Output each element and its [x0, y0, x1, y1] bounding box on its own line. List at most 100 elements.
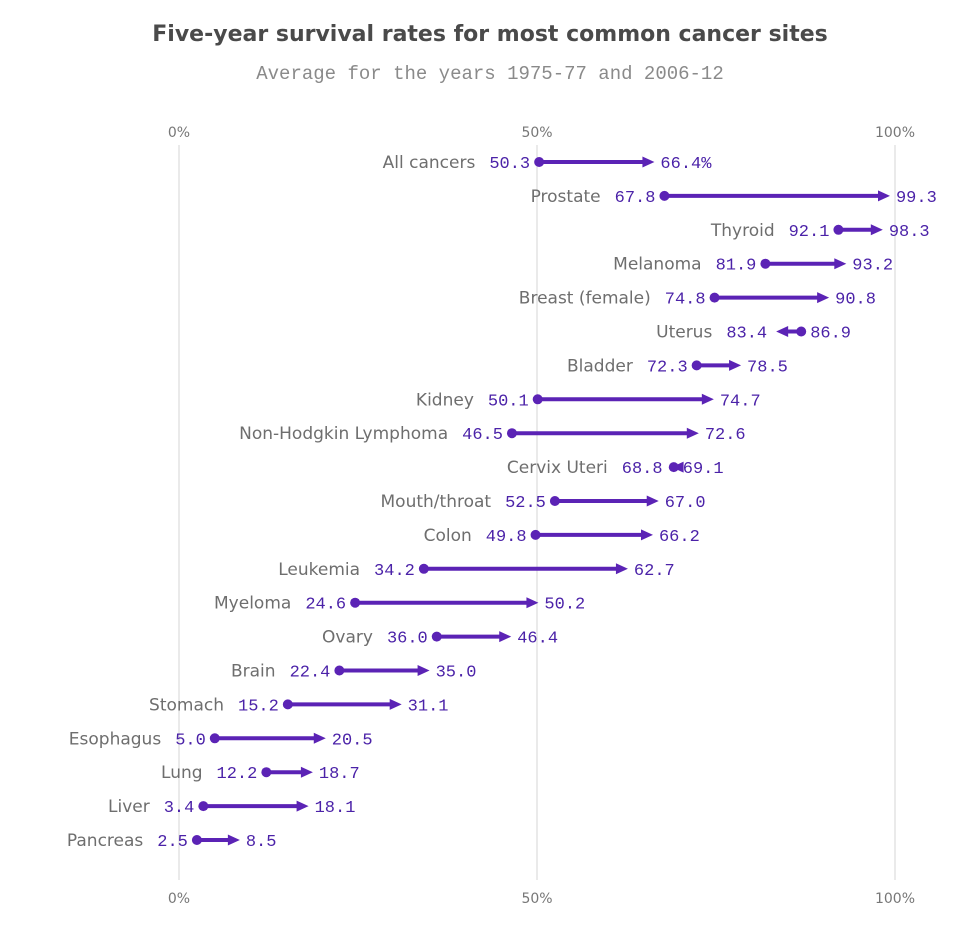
category-label: Leukemia — [278, 560, 360, 580]
arrow-head — [227, 834, 240, 846]
category-label: Uterus — [656, 323, 712, 343]
arrow-head — [499, 631, 512, 643]
start-dot — [350, 597, 361, 608]
value-label-right: 35.0 — [436, 664, 477, 683]
arrow-head — [640, 529, 653, 541]
category-label: Myeloma — [214, 594, 291, 614]
value-label-right: 18.1 — [315, 799, 356, 818]
category-label: Stomach — [149, 695, 224, 715]
value-label-left: 12.2 — [217, 765, 258, 784]
category-label: Colon — [424, 526, 472, 546]
value-label-right: 67.0 — [665, 494, 706, 513]
start-dot — [209, 733, 220, 744]
value-label-right: 86.9 — [810, 325, 851, 344]
value-label-left: 22.4 — [290, 664, 331, 683]
start-dot — [418, 563, 429, 574]
tick-label-top: 50% — [521, 125, 552, 141]
arrow-head — [776, 326, 789, 337]
arrow-head — [877, 190, 890, 202]
value-label-right: 72.6 — [705, 426, 746, 445]
value-label-left: 83.4 — [726, 325, 767, 344]
tick-label-top: 0% — [168, 125, 190, 141]
arrow-head — [389, 698, 402, 710]
value-label-left: 46.5 — [462, 426, 503, 445]
value-label-right: 18.7 — [319, 765, 360, 784]
value-label-left: 24.6 — [305, 596, 346, 615]
value-label-left: 68.8 — [622, 460, 663, 479]
value-label-right: 62.7 — [634, 562, 675, 581]
arrow-head — [642, 156, 655, 168]
arrow-head — [686, 427, 699, 439]
value-label-right: 66.2 — [659, 528, 700, 547]
start-dot — [506, 428, 517, 439]
start-dot — [198, 801, 209, 812]
start-dot — [659, 190, 670, 201]
category-label: Prostate — [531, 187, 601, 207]
value-label-left: 34.2 — [374, 562, 415, 581]
arrow-head — [701, 393, 714, 405]
category-label: Non-Hodgkin Lymphoma — [239, 424, 448, 444]
category-label: Esophagus — [69, 729, 162, 749]
arrow-head — [300, 766, 313, 778]
value-label-left: 81.9 — [716, 257, 757, 276]
start-dot — [668, 462, 679, 473]
value-label-left: 5.0 — [175, 731, 206, 750]
value-label-left: 49.8 — [486, 528, 527, 547]
category-label: Thyroid — [710, 221, 775, 241]
start-dot — [833, 224, 844, 235]
value-label-right: 98.3 — [889, 223, 930, 242]
value-label-right: 74.7 — [720, 392, 761, 411]
start-dot — [334, 665, 345, 676]
value-label-left: 74.8 — [665, 291, 706, 310]
value-label-left: 50.1 — [488, 392, 529, 411]
value-label-left: 3.4 — [164, 799, 195, 818]
start-dot — [530, 529, 541, 540]
chart-title: Five-year survival rates for most common… — [152, 22, 828, 47]
tick-label-bottom: 0% — [168, 891, 190, 907]
arrow-head — [729, 359, 742, 371]
value-label-right: 31.1 — [408, 697, 449, 716]
start-dot — [709, 292, 720, 303]
category-label: Ovary — [322, 628, 373, 648]
value-label-right: 46.4 — [517, 630, 558, 649]
category-label: All cancers — [383, 153, 476, 173]
value-label-right: 50.2 — [544, 596, 585, 615]
value-label-left: 36.0 — [387, 630, 428, 649]
arrow-head — [870, 224, 883, 236]
tick-label-top: 100% — [875, 125, 915, 141]
value-label-left: 52.5 — [505, 494, 546, 513]
category-label: Brain — [231, 662, 276, 682]
value-label-right: 20.5 — [332, 731, 373, 750]
start-dot — [534, 157, 545, 167]
arrow-head — [615, 563, 628, 575]
value-label-right: 90.8 — [835, 291, 876, 310]
tick-label-bottom: 50% — [521, 891, 552, 907]
value-label-right: 8.5 — [246, 833, 277, 852]
start-dot — [796, 326, 807, 337]
category-label: Kidney — [416, 390, 474, 410]
category-label: Bladder — [567, 356, 633, 376]
arrow-head — [834, 258, 847, 270]
arrow-head — [417, 665, 430, 676]
value-label-right: 69.1 — [683, 460, 724, 479]
start-dot — [191, 835, 202, 845]
start-dot — [431, 631, 442, 642]
category-label: Liver — [108, 797, 150, 817]
start-dot — [760, 258, 771, 269]
start-dot — [691, 360, 702, 371]
category-label: Breast (female) — [519, 289, 651, 309]
category-label: Mouth/throat — [381, 492, 492, 512]
start-dot — [549, 496, 560, 506]
start-dot — [282, 699, 293, 710]
arrow-head — [817, 292, 830, 304]
value-label-left: 50.3 — [489, 155, 530, 174]
value-label-right: 93.2 — [852, 257, 893, 276]
value-label-left: 15.2 — [238, 697, 279, 716]
chart-subtitle: Average for the years 1975-77 and 2006-1… — [256, 63, 724, 85]
arrow-head — [526, 597, 539, 609]
value-label-right: 66.4% — [660, 155, 712, 174]
tick-label-bottom: 100% — [875, 891, 915, 907]
arrow-head — [313, 732, 326, 744]
value-label-left: 92.1 — [789, 223, 830, 242]
value-label-left: 72.3 — [647, 358, 688, 377]
